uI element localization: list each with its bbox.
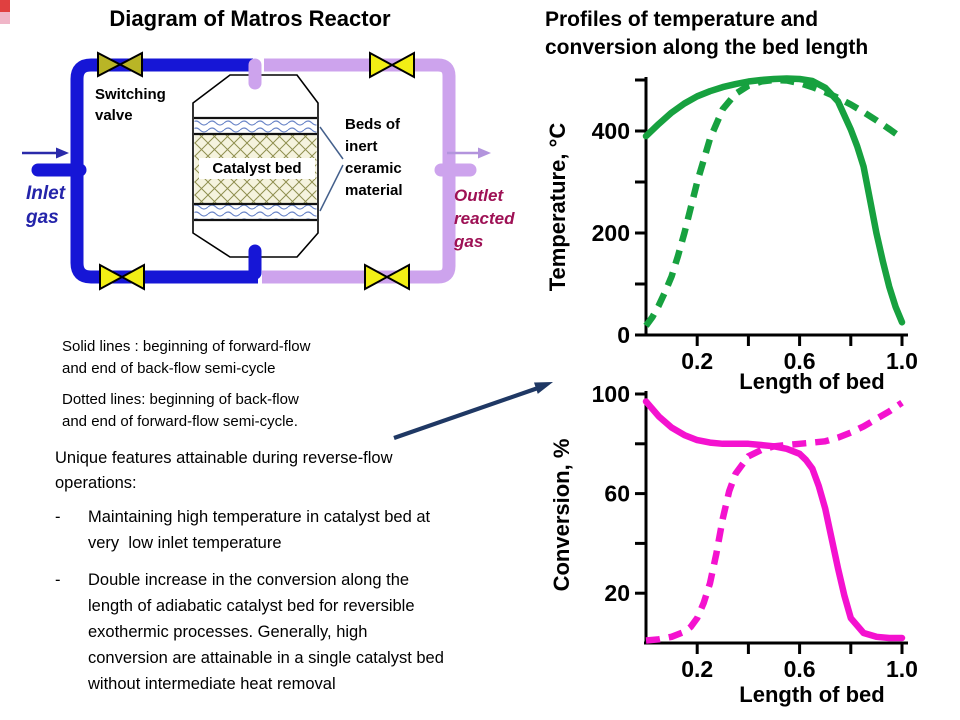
feature-text: Double increase in the conversion along … [88,571,444,693]
corner-artifact [0,12,10,24]
curve-dashed [645,400,904,644]
switching-valve-top-left-icon [97,51,143,78]
temperature-xaxis-label: Length of bed [739,369,885,394]
y-tick-label: 100 [592,381,630,407]
x-tick-label: 1.0 [886,656,918,682]
annotation-arrow [393,382,553,440]
dotted-lines-note: Dotted lines: beginning of back-flow and… [62,391,299,430]
features-intro: Unique features attainable during revers… [55,449,393,492]
charts-title: Profiles of temperature and conversion a… [545,8,869,59]
switching-valve-label: Switching valve [95,86,166,124]
conversion-chart: 0.2 0.6 1.0 20 60 100 [592,381,918,682]
inlet-gas-label: Inlet gas [26,183,66,228]
inert-beds-label: Beds of inert ceramic material [345,116,403,199]
corner-artifact [0,0,10,12]
x-tick-label: 0.2 [681,656,713,682]
inert-bed-top [194,119,317,133]
conversion-xaxis-label: Length of bed [739,682,885,707]
x-tick-label: 0.2 [681,348,713,374]
list-item: - Maintaining high temperature in cataly… [55,504,535,556]
y-tick-label: 20 [604,580,630,606]
switching-valve-top-right-icon [369,51,415,79]
y-tick-label: 200 [592,220,630,246]
inert-beds-leader-lines [319,126,344,212]
diagram-title: Diagram of Matros Reactor [109,6,391,31]
catalyst-bed-label: Catalyst bed [199,158,315,179]
inert-bed-bottom [194,205,317,219]
list-item: - Double increase in the conversion alon… [55,567,535,697]
annotation-arrow-shaft [393,386,539,440]
curve-solid [642,398,906,642]
annotation-arrowhead-icon [534,382,553,394]
y-tick-label: 0 [617,322,630,348]
outlet-gas-label: Outlet reacted gas [454,186,515,251]
bullet-marker: - [55,508,61,526]
curve-dashed [643,76,904,328]
switching-valve-bottom-right-icon [364,263,410,291]
conversion-axis-label: Conversion, % [549,438,574,592]
bed-separator-lines [194,116,317,222]
temperature-chart: 0.2 0.6 1.0 0 200 400 [592,75,918,374]
features-list: - Maintaining high temperature in cataly… [55,504,535,697]
switching-valve-bottom-left-icon [99,263,145,291]
x-tick-label: 1.0 [886,348,918,374]
y-tick-label: 400 [592,118,630,144]
feature-text: Maintaining high temperature in catalyst… [88,508,431,552]
y-tick-label: 60 [604,481,630,507]
bullet-marker: - [55,571,61,589]
outlet-flow-arrowhead-icon [478,147,491,159]
temperature-axis-label: Temperature, °C [545,122,570,292]
curve-solid [642,75,906,326]
solid-lines-note: Solid lines : beginning of forward-flow … [62,338,311,377]
x-tick-label: 0.6 [784,348,816,374]
x-tick-label: 0.6 [784,656,816,682]
inlet-flow-arrowhead-icon [56,147,69,159]
